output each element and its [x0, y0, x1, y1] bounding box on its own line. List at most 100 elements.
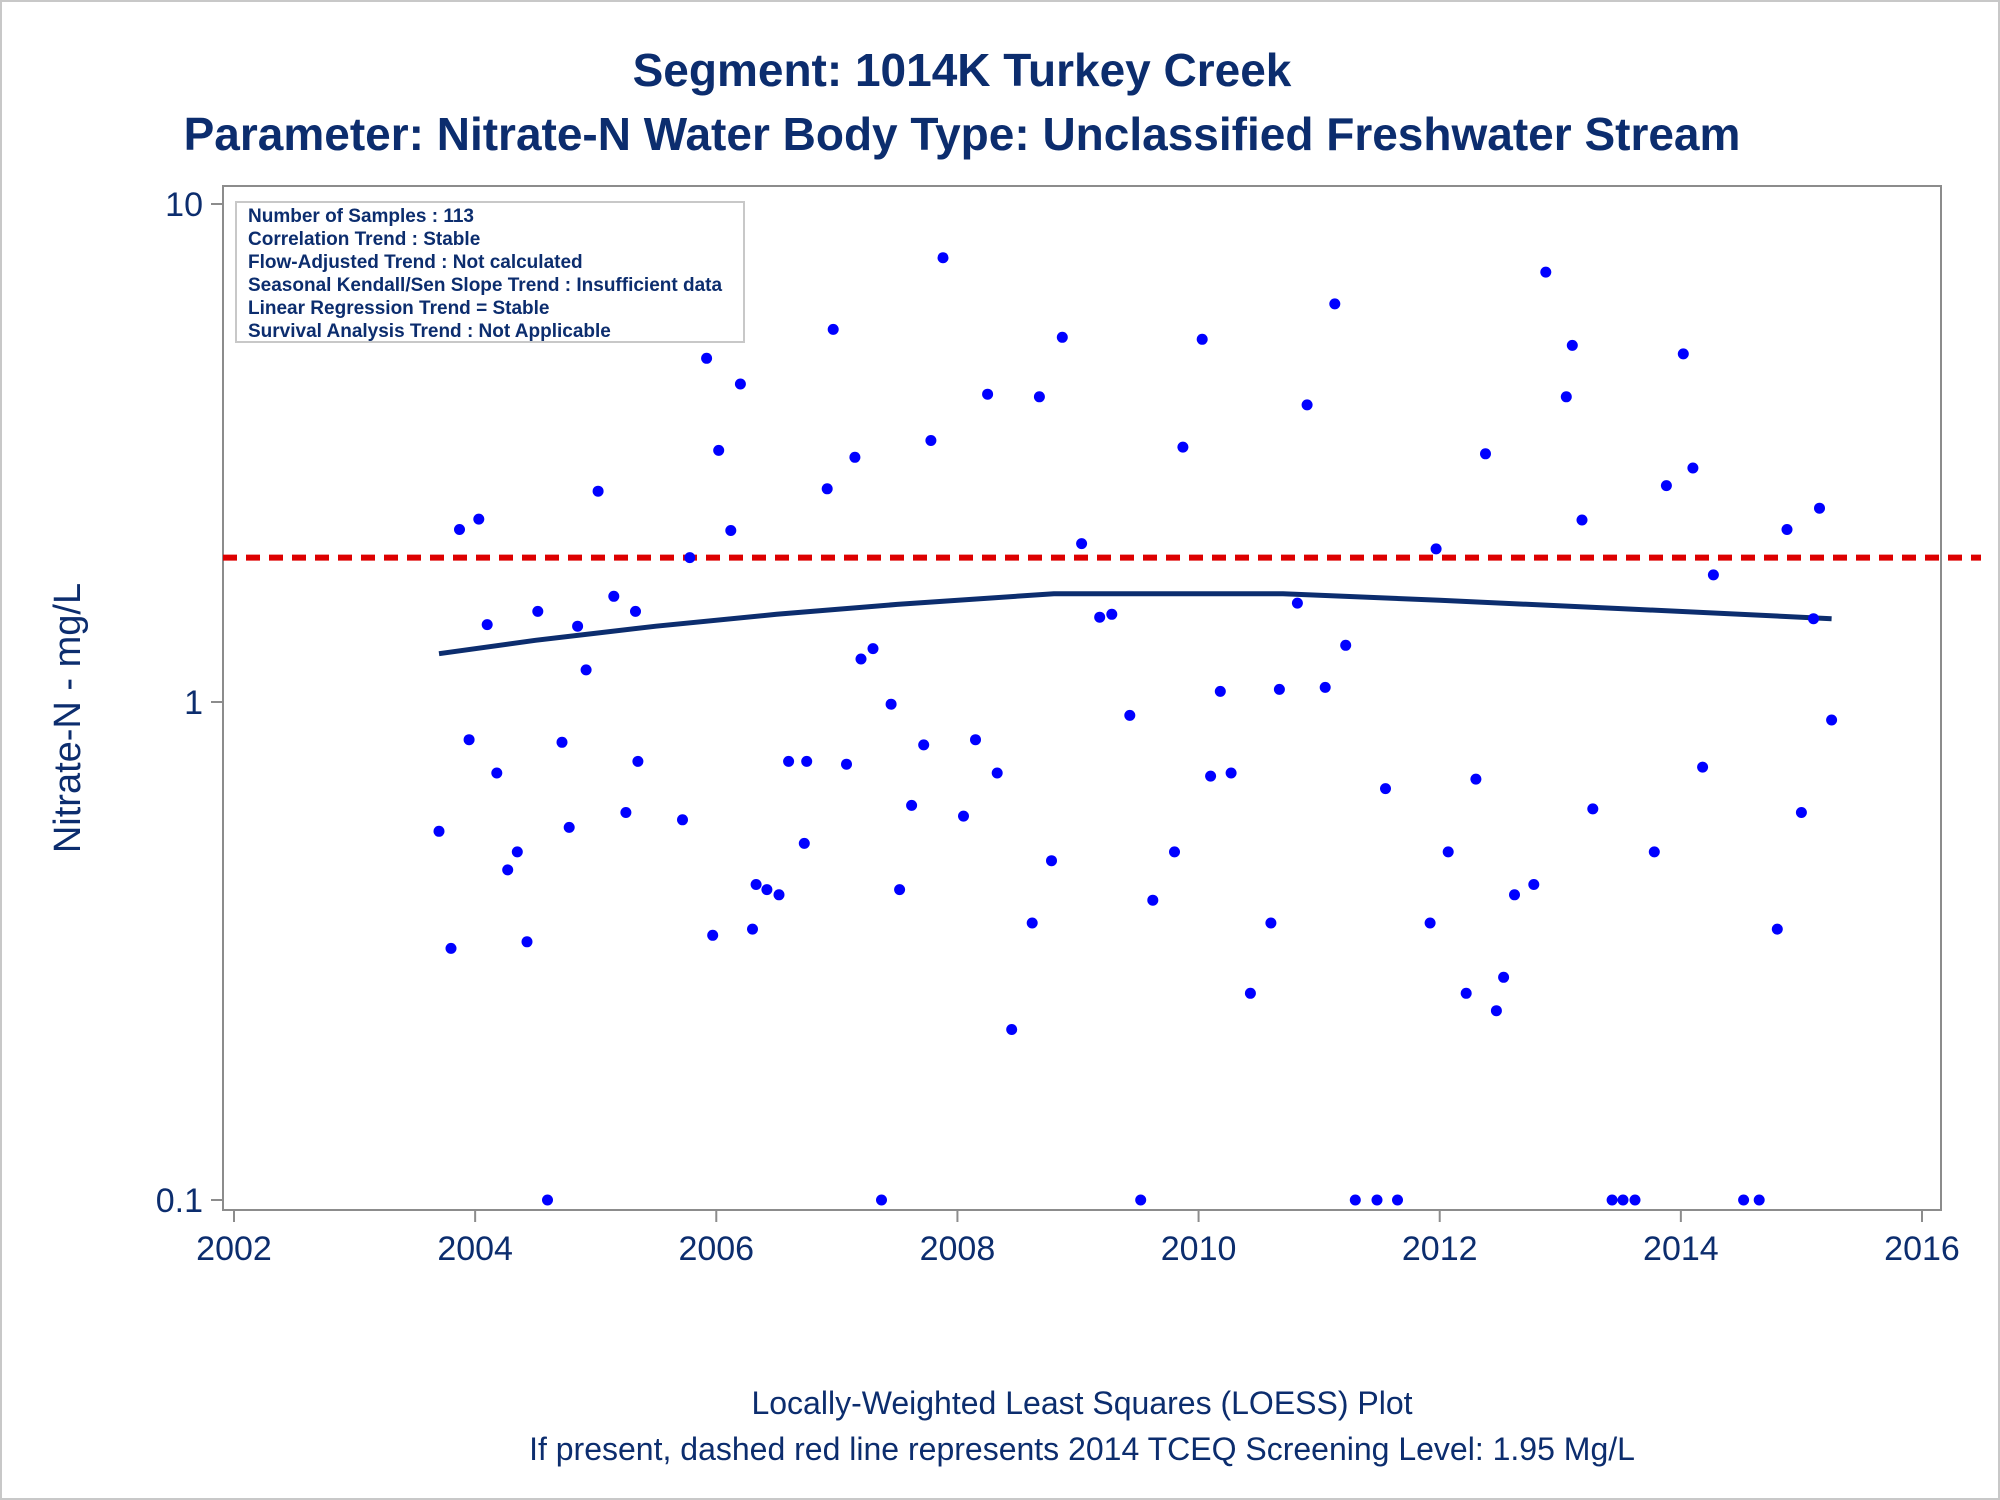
- data-point: [1046, 855, 1057, 867]
- data-point: [958, 810, 969, 822]
- data-point: [1738, 1194, 1750, 1206]
- data-point: [1528, 879, 1540, 890]
- data-point: [1301, 399, 1313, 411]
- chart-subtitle: Parameter: Nitrate-N Water Body Type: Un…: [184, 108, 1741, 160]
- data-point: [1498, 971, 1510, 983]
- y-axis: 0.1 1 10: [156, 186, 223, 1220]
- x-tick-label: 2002: [196, 1230, 272, 1268]
- data-point: [491, 767, 503, 779]
- data-point: [677, 814, 688, 826]
- data-point: [1648, 846, 1660, 858]
- y-tick-label: 10: [165, 186, 203, 224]
- footnote-screening-level: If present, dashed red line represents 2…: [529, 1431, 1635, 1467]
- data-point: [1291, 597, 1303, 609]
- data-point: [1225, 767, 1237, 779]
- x-tick-label: 2004: [437, 1230, 513, 1268]
- data-point: [701, 352, 713, 364]
- data-point: [1135, 1194, 1147, 1206]
- data-point: [1244, 987, 1256, 999]
- data-point: [463, 734, 475, 746]
- loess-layer: [438, 591, 1832, 657]
- data-point: [1177, 441, 1189, 453]
- stats-linear-regression-trend: Linear Regression Trend = Stable: [248, 298, 549, 319]
- data-point: [1795, 807, 1807, 818]
- data-point: [761, 884, 773, 896]
- data-point: [556, 736, 568, 748]
- data-point: [1124, 709, 1136, 721]
- data-point: [1329, 298, 1341, 310]
- data-point: [713, 444, 725, 456]
- data-point: [855, 653, 867, 665]
- stats-box: Number of Samples : 113 Correlation Tren…: [235, 201, 745, 343]
- x-tick-label: 2016: [1884, 1230, 1960, 1268]
- data-point: [1606, 1194, 1618, 1206]
- data-point: [473, 513, 485, 525]
- data-point: [1480, 448, 1491, 460]
- data-point: [821, 483, 833, 495]
- x-tick-label: 2006: [678, 1230, 754, 1268]
- data-point: [1540, 266, 1552, 278]
- data-point: [827, 323, 839, 335]
- x-axis: 2002 2004 2006 2008 2010 2012 2014 2016: [196, 1210, 1960, 1268]
- data-point: [511, 846, 523, 858]
- data-point: [1814, 502, 1825, 514]
- data-point: [433, 825, 445, 837]
- data-point: [970, 734, 981, 746]
- data-point: [1214, 685, 1226, 697]
- data-point: [1442, 846, 1454, 858]
- data-point: [707, 929, 719, 941]
- data-point: [1056, 331, 1068, 343]
- data-point: [798, 837, 810, 849]
- data-point: [1826, 714, 1838, 726]
- data-point: [1106, 608, 1118, 620]
- data-point: [1470, 773, 1482, 785]
- data-point: [1560, 391, 1572, 403]
- stats-flow-adjusted-trend: Flow-Adjusted Trend : Not calculated: [248, 252, 583, 273]
- stats-box-frame: [235, 201, 745, 343]
- data-point: [841, 758, 852, 770]
- stats-samples: Number of Samples : 113: [248, 206, 474, 227]
- plot-frame: [222, 185, 1942, 1211]
- data-point: [542, 1194, 553, 1206]
- data-point: [925, 435, 937, 446]
- data-point: [1566, 339, 1578, 351]
- data-point: [445, 942, 457, 954]
- y-tick-label: 1: [184, 684, 203, 722]
- data-point: [1205, 770, 1217, 782]
- data-point: [532, 605, 544, 617]
- data-point: [1094, 611, 1106, 623]
- data-point: [783, 755, 795, 767]
- data-point: [1349, 1194, 1361, 1206]
- data-point: [906, 799, 918, 811]
- data-point: [1424, 917, 1436, 929]
- data-point: [1687, 462, 1699, 474]
- data-point: [1147, 894, 1159, 906]
- data-point: [630, 605, 641, 617]
- data-point: [876, 1194, 887, 1206]
- y-tick-label: 0.1: [156, 1182, 203, 1220]
- data-point: [481, 619, 493, 631]
- data-point: [1033, 391, 1045, 403]
- data-point: [1707, 569, 1719, 581]
- data-point: [725, 525, 737, 536]
- data-point: [1781, 524, 1793, 535]
- stats-seasonal-kendall-trend: Seasonal Kendall/Sen Slope Trend : Insuf…: [248, 275, 722, 296]
- data-point: [572, 620, 584, 632]
- data-point: [632, 755, 644, 767]
- data-point: [502, 864, 514, 876]
- data-point: [1677, 348, 1689, 360]
- data-point: [867, 643, 879, 655]
- x-tick-label: 2008: [920, 1230, 996, 1268]
- data-point: [1430, 543, 1442, 555]
- data-point: [747, 923, 758, 935]
- data-point: [750, 879, 762, 890]
- data-point: [521, 936, 533, 948]
- data-point: [1169, 846, 1180, 858]
- data-point: [937, 252, 949, 264]
- data-point: [454, 524, 465, 535]
- stats-survival-analysis-trend: Survival Analysis Trend : Not Applicable: [248, 321, 611, 342]
- data-point: [1460, 987, 1472, 999]
- data-point: [1617, 1194, 1629, 1206]
- data-point: [1392, 1194, 1403, 1206]
